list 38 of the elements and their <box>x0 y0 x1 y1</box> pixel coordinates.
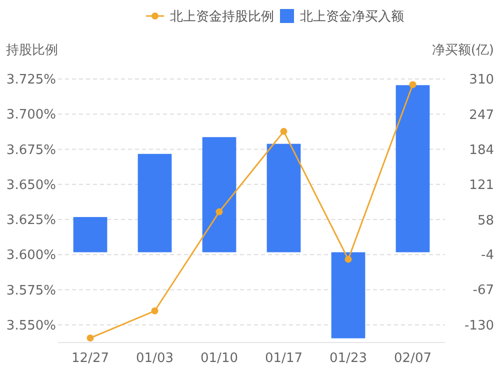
y-tick-label: 3.575% <box>6 283 56 298</box>
point <box>280 128 288 135</box>
bar <box>202 137 236 252</box>
y-tick-label: 3.600% <box>6 248 56 264</box>
y-tick-label: 3.725% <box>6 72 56 88</box>
y2-tick-label: 310 <box>469 72 494 88</box>
y2-tick-label: 121 <box>469 178 494 194</box>
y2-tick-label: -130 <box>464 318 494 334</box>
legend-label: 北上资金持股比例 <box>170 10 274 25</box>
y-tick-label: 3.675% <box>6 142 56 158</box>
bar <box>266 144 301 252</box>
x-tick-label: 01/17 <box>265 351 302 366</box>
y2-axis-title: 净买额(亿) <box>432 43 494 58</box>
y2-tick-label: -4 <box>481 248 494 264</box>
point <box>151 307 158 314</box>
x-tick-label: 01/23 <box>330 351 367 366</box>
bar <box>73 217 108 252</box>
y-tick-label: 3.700% <box>6 108 56 123</box>
bar <box>331 252 366 338</box>
point <box>409 81 416 88</box>
x-tick-label: 01/10 <box>200 351 238 366</box>
y-tick-label: 3.650% <box>6 178 56 193</box>
x-tick-label: 01/03 <box>136 351 174 366</box>
y2-tick-label: 58 <box>477 213 494 228</box>
bar <box>138 154 172 252</box>
point <box>86 334 94 342</box>
point <box>216 208 223 216</box>
y2-tick-label: 247 <box>469 108 494 123</box>
legend-label: 北上资金净买入额 <box>300 10 404 25</box>
y2-tick-label: 184 <box>469 142 494 158</box>
x-tick-label: 02/07 <box>394 351 432 366</box>
x-tick-label: 12/27 <box>72 351 109 366</box>
y-axis-title: 持股比例 <box>6 43 58 58</box>
y2-tick-label: -67 <box>472 283 494 298</box>
point <box>344 256 352 263</box>
bar <box>396 85 430 252</box>
y-tick-label: 3.625% <box>6 213 56 228</box>
y-tick-label: 3.550% <box>6 318 56 334</box>
